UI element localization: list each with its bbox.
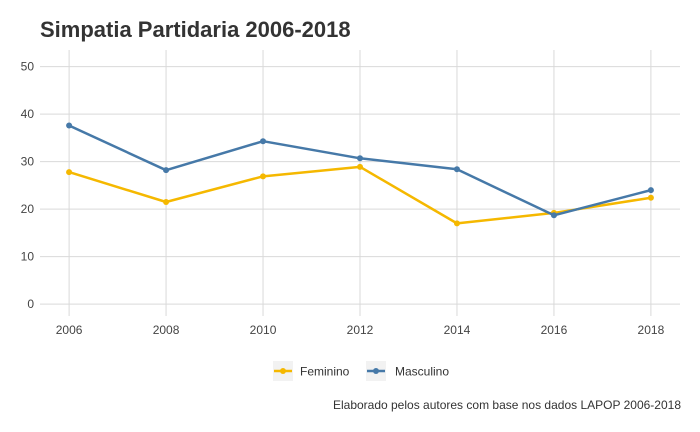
legend-point-feminino	[280, 368, 286, 374]
data-point-masculino	[453, 166, 460, 173]
x-tick-label: 2016	[541, 323, 568, 337]
data-point-masculino	[163, 167, 170, 174]
legend-point-masculino	[373, 368, 379, 374]
chart-caption: Elaborado pelos autores com base nos dad…	[333, 398, 681, 412]
legend-label-masculino: Masculino	[395, 365, 449, 379]
x-tick-label: 2006	[56, 323, 83, 337]
data-point-feminino	[647, 194, 654, 201]
grid-lines	[40, 50, 680, 316]
x-tick-label: 2014	[444, 323, 471, 337]
x-tick-label: 2010	[250, 323, 277, 337]
y-axis-ticks: 0 10 20 30 40 50	[21, 60, 35, 312]
chart-title: Simpatia Partidaria 2006-2018	[40, 17, 351, 42]
x-axis-ticks: 2006 2008 2010 2012 2014 2016 2018	[56, 323, 665, 337]
series-layer	[66, 122, 654, 227]
legend-label-feminino: Feminino	[300, 365, 350, 379]
y-tick-label: 20	[21, 202, 35, 216]
x-tick-label: 2008	[153, 323, 180, 337]
data-point-feminino	[66, 169, 73, 176]
y-tick-label: 10	[21, 250, 35, 264]
data-point-feminino	[453, 220, 460, 227]
y-tick-label: 30	[21, 155, 35, 169]
data-point-feminino	[260, 173, 267, 180]
y-tick-label: 50	[21, 60, 35, 74]
data-point-masculino	[66, 122, 73, 129]
y-tick-label: 0	[27, 297, 34, 311]
y-tick-label: 40	[21, 107, 35, 121]
data-point-masculino	[550, 212, 557, 219]
data-point-feminino	[163, 199, 170, 205]
data-point-masculino	[357, 155, 363, 162]
x-tick-label: 2018	[638, 323, 665, 337]
data-point-feminino	[357, 163, 363, 170]
legend: Feminino Masculino	[273, 361, 449, 381]
x-tick-label: 2012	[347, 323, 374, 337]
data-point-masculino	[260, 138, 267, 145]
data-point-masculino	[647, 187, 654, 194]
